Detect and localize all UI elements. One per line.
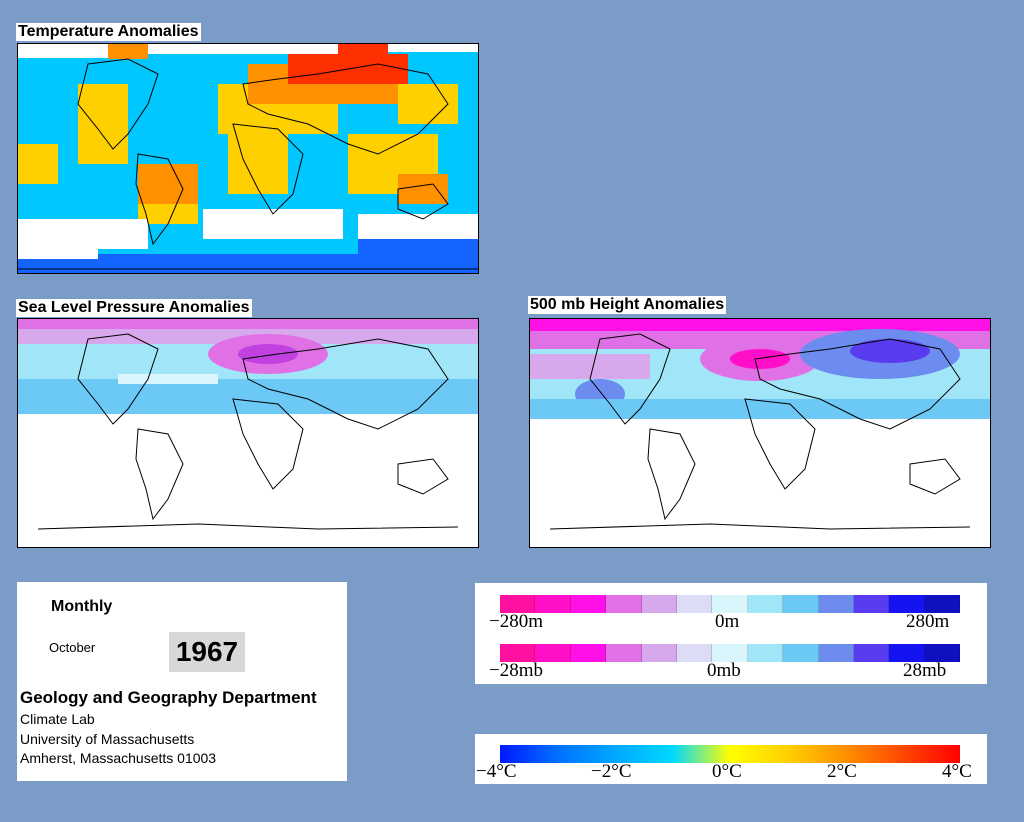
height-swatch-0 xyxy=(500,595,536,613)
height-map-graphic xyxy=(530,319,990,530)
sea-level-pressure-map xyxy=(17,318,479,548)
address-label: Amherst, Massachusetts 01003 xyxy=(20,750,217,766)
pressure-swatch-0 xyxy=(500,644,536,662)
height-swatch-5 xyxy=(676,595,713,613)
pressure-color-bar xyxy=(500,644,961,662)
height-swatch-9 xyxy=(818,595,854,613)
temp-scale-minus4-label: −4°C xyxy=(476,761,517,782)
department-label: Geology and Geography Department xyxy=(20,688,317,707)
temp-scale-minus2-label: −2°C xyxy=(591,761,632,782)
temperature-legend: −4°C −2°C 0°C 2°C 4°C xyxy=(475,734,987,784)
pressure-swatch-7 xyxy=(747,644,784,662)
sea-level-pressure-title: Sea Level Pressure Anomalies xyxy=(16,299,252,317)
temperature-anomalies-title: Temperature Anomalies xyxy=(16,23,201,41)
height-anomalies-title: 500 mb Height Anomalies xyxy=(528,296,727,314)
height-color-bar xyxy=(500,595,961,613)
temp-scale-zero-label: 0°C xyxy=(712,761,742,782)
pressure-map-graphic xyxy=(18,319,478,530)
height-pressure-legend: −280m 0m 280m −28mb 0mb 28mb xyxy=(475,583,987,684)
height-swatch-1 xyxy=(535,595,571,613)
pressure-scale-max-label: 28mb xyxy=(903,660,947,681)
pressure-swatch-6 xyxy=(712,644,748,662)
lab-label: Climate Lab xyxy=(20,711,95,727)
height-swatch-3 xyxy=(606,595,642,613)
pressure-scale-zero-label: 0mb xyxy=(707,660,741,681)
month-label: October xyxy=(49,640,96,655)
pressure-swatch-1 xyxy=(535,644,571,662)
pressure-swatch-9 xyxy=(818,644,854,662)
height-swatch-8 xyxy=(783,595,819,613)
university-label: University of Massachusetts xyxy=(20,731,195,747)
height-swatch-2 xyxy=(570,595,607,613)
temperature-anomaly-map xyxy=(17,43,479,274)
height-scale-min-label: −280m xyxy=(489,611,543,632)
pressure-swatch-2 xyxy=(570,644,607,662)
temperature-map-graphic xyxy=(18,44,478,273)
pressure-swatch-8 xyxy=(783,644,819,662)
height-swatch-6 xyxy=(712,595,748,613)
pressure-swatch-4 xyxy=(641,644,677,662)
period-label: Monthly xyxy=(51,598,113,615)
height-swatch-11 xyxy=(889,595,925,613)
info-panel: Monthly October 1967 Geology and Geograp… xyxy=(17,582,347,781)
pressure-scale-min-label: −28mb xyxy=(489,660,543,681)
pressure-swatch-10 xyxy=(853,644,890,662)
height-scale-zero-label: 0m xyxy=(715,611,740,632)
height-swatch-10 xyxy=(853,595,890,613)
height-swatch-7 xyxy=(747,595,784,613)
pressure-swatch-12 xyxy=(924,644,961,662)
pressure-swatch-3 xyxy=(606,644,642,662)
height-swatch-4 xyxy=(641,595,677,613)
height-swatch-12 xyxy=(924,595,961,613)
pressure-swatch-5 xyxy=(676,644,713,662)
year-label: 1967 xyxy=(169,632,245,672)
height-scale-max-label: 280m xyxy=(906,611,950,632)
temperature-color-bar xyxy=(500,745,960,763)
temp-scale-plus2-label: 2°C xyxy=(827,761,857,782)
temp-scale-plus4-label: 4°C xyxy=(942,761,972,782)
pressure-swatch-11 xyxy=(889,644,925,662)
height-anomaly-map xyxy=(529,318,991,548)
